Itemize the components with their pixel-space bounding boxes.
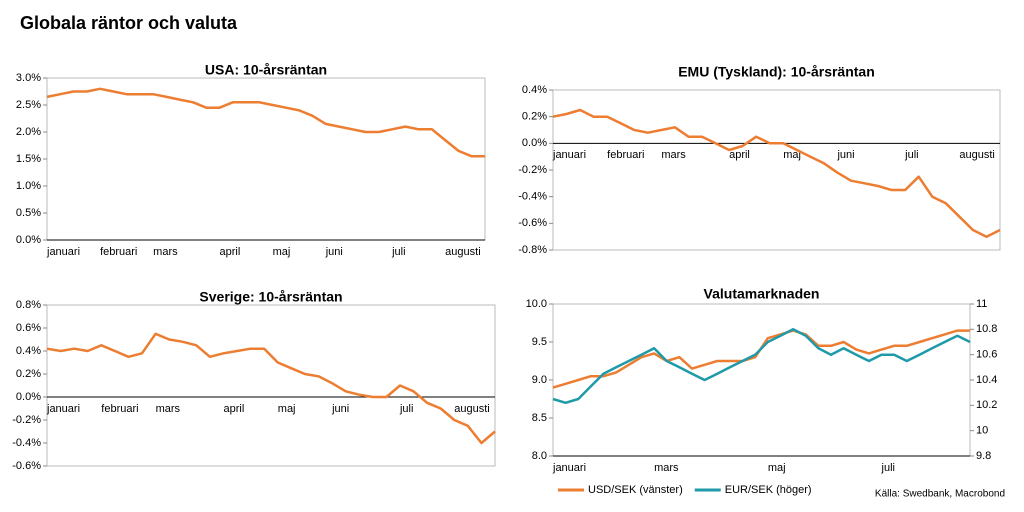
series-line	[46, 87, 485, 158]
series-line	[552, 329, 970, 389]
y-tick-label: 0.0%	[16, 234, 41, 246]
y-tick-label: 10.0	[526, 298, 547, 310]
x-tick-label: juli	[881, 462, 895, 474]
x-tick-label: februari	[101, 403, 138, 415]
legend-label: USD/SEK (vänster)	[588, 484, 683, 496]
y-tick-label: 9.0	[532, 374, 547, 386]
y-tick-label: 0.8%	[16, 299, 41, 311]
x-tick-label: maj	[278, 403, 296, 415]
plot-frame	[46, 77, 486, 241]
x-tick-label: augusti	[454, 403, 489, 415]
y-tick-label: 0.4%	[522, 84, 547, 96]
y-tick-label: -0.6%	[518, 217, 547, 229]
y-tick-label: 0.0%	[522, 137, 547, 149]
x-tick-label: maj	[273, 246, 291, 258]
y-tick-label: 2.5%	[16, 99, 41, 111]
x-tick-label: maj	[768, 462, 786, 474]
x-tick-label: januari	[552, 149, 586, 161]
x-tick-label: juni	[325, 246, 343, 258]
y-tick-label: 1.5%	[16, 153, 41, 165]
y-tick-label: -0.8%	[518, 244, 547, 256]
y2-tick-label: 10.4	[976, 374, 997, 386]
series-line	[46, 332, 496, 445]
y-tick-label: 8.5	[532, 412, 547, 424]
source: Källa: Swedbank, Macrobond	[875, 489, 1005, 500]
chart-title: EMU (Tyskland): 10-årsräntan	[678, 64, 875, 80]
y2-tick-label: 10	[976, 425, 988, 437]
y2-tick-label: 11	[976, 298, 987, 310]
x-tick-label: augusti	[959, 149, 994, 161]
y-tick-label: 8.0	[532, 450, 547, 462]
legend-label: EUR/SEK (höger)	[725, 484, 812, 496]
y-tick-label: -0.4%	[518, 191, 547, 203]
x-tick-label: januari	[46, 403, 80, 415]
y-tick-label: 0.5%	[16, 207, 41, 219]
x-tick-label: april	[220, 246, 241, 258]
plot-frame	[552, 89, 1001, 251]
y2-tick-label: 10.2	[976, 399, 997, 411]
y-tick-label: 0.0%	[16, 391, 41, 403]
y-tick-label: 1.0%	[16, 180, 41, 192]
x-tick-label: mars	[661, 149, 686, 161]
y-tick-label: -0.2%	[12, 414, 41, 426]
chart-title: Valutamarknaden	[704, 286, 820, 302]
y-tick-label: 2.0%	[16, 126, 41, 138]
y2-tick-label: 9.8	[976, 450, 991, 462]
x-tick-label: juli	[399, 403, 413, 415]
page-title: Globala räntor och valuta	[20, 13, 238, 33]
y-tick-label: -0.6%	[12, 460, 41, 472]
x-tick-label: juli	[391, 246, 405, 258]
x-tick-label: augusti	[445, 246, 480, 258]
series-line	[552, 328, 971, 405]
y-tick-label: 9.5	[532, 336, 547, 348]
series-line	[552, 108, 1001, 238]
x-tick-label: mars	[153, 246, 178, 258]
x-tick-label: juli	[904, 149, 918, 161]
x-tick-label: april	[729, 149, 750, 161]
x-tick-label: januari	[46, 246, 80, 258]
x-tick-label: juni	[836, 149, 854, 161]
y-tick-label: -0.4%	[12, 437, 41, 449]
y-tick-label: 0.6%	[16, 322, 41, 334]
x-tick-label: mars	[156, 403, 181, 415]
x-tick-label: juni	[331, 403, 349, 415]
y-tick-label: 0.4%	[16, 345, 41, 357]
plot-frame	[552, 303, 971, 457]
x-tick-label: mars	[654, 462, 679, 474]
y-tick-label: -0.2%	[518, 164, 547, 176]
x-tick-label: januari	[552, 462, 586, 474]
y2-tick-label: 10.8	[976, 323, 997, 335]
x-tick-label: februari	[607, 149, 644, 161]
x-tick-label: april	[223, 403, 244, 415]
chart-title: Sverige: 10-årsräntan	[199, 289, 342, 305]
x-tick-label: februari	[100, 246, 137, 258]
x-tick-label: maj	[783, 149, 801, 161]
y2-tick-label: 10.6	[976, 349, 997, 361]
y-tick-label: 0.2%	[16, 368, 41, 380]
y-tick-label: 3.0%	[16, 72, 41, 84]
y-tick-label: 0.2%	[522, 111, 547, 123]
plot-frame	[46, 304, 496, 467]
chart-title: USA: 10-årsräntan	[205, 62, 327, 78]
